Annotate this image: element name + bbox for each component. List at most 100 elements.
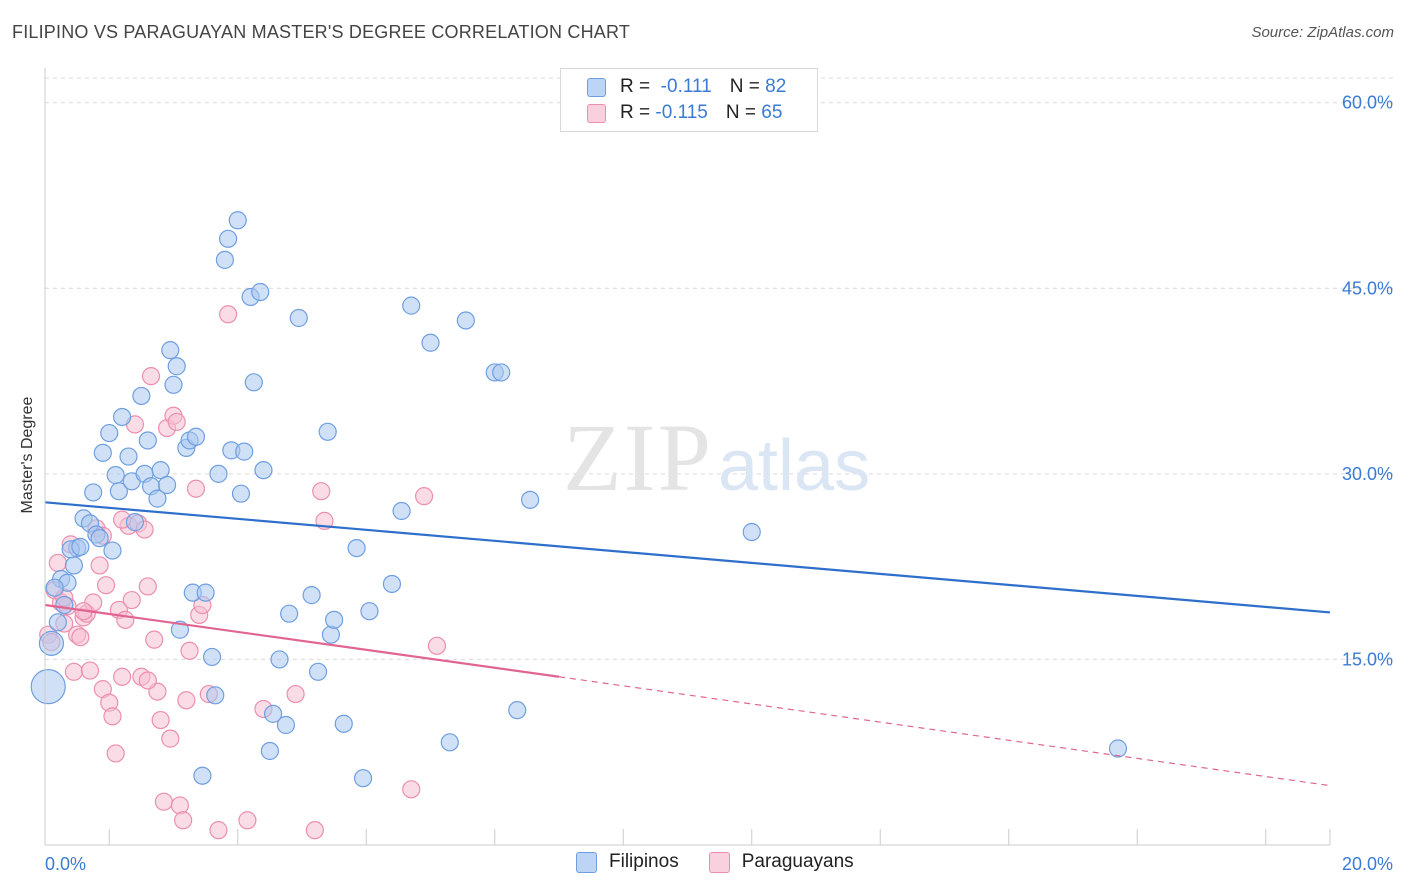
watermark: ZIP atlas (563, 404, 870, 511)
filipino-point (209, 464, 228, 483)
filipino-point (382, 574, 402, 594)
paraguayan-point (209, 821, 228, 840)
filipino-point (132, 386, 151, 406)
filipino-point (157, 475, 177, 495)
legend-item-filipinos[interactable]: Filipinos (576, 851, 679, 873)
filipino-point (276, 715, 296, 735)
paraguayan-point (170, 796, 190, 815)
filipino-point (206, 686, 225, 705)
chart-title: FILIPINO VS PARAGUAYAN MASTER'S DEGREE C… (12, 22, 631, 42)
filipino-point (1108, 739, 1128, 758)
paraguayan-point (64, 662, 84, 681)
filipino-point (318, 422, 337, 441)
paraguayan-point (161, 729, 180, 748)
paraguayan-point (151, 710, 170, 730)
paraguayans-trend-extension (558, 676, 1331, 787)
paraguayan-point (145, 630, 164, 649)
paraguayan-point (154, 792, 173, 811)
filipino-point (289, 308, 308, 328)
legend-n-value: 65 (761, 102, 783, 123)
filipino-point (148, 489, 167, 508)
paraguayan-point (71, 628, 90, 647)
filipino-point (325, 610, 344, 629)
paraguayan-point (90, 556, 109, 575)
paraguayans-points (39, 305, 447, 840)
x-tick-label: 20.0% (1342, 854, 1393, 874)
watermark-zip: ZIP (563, 404, 713, 511)
filipino-point (202, 647, 222, 667)
filipino-point (520, 490, 540, 509)
filipino-point (219, 229, 238, 248)
filipino-point (167, 357, 186, 376)
grid-lines (45, 77, 1395, 660)
filipino-point (125, 513, 145, 532)
filipino-point (334, 714, 353, 733)
filipino-point (492, 363, 511, 382)
paraguayan-point (116, 610, 135, 629)
paraguayan-point (402, 780, 421, 799)
filipino-point (228, 211, 247, 230)
filipino-point (38, 630, 65, 656)
paraguayans-swatch (708, 851, 730, 873)
paraguayan-point (122, 590, 141, 610)
filipino-point (30, 669, 66, 705)
legend-r-value: -0.111 (660, 76, 712, 97)
filipino-point (55, 595, 74, 615)
legend-n-label: N = (729, 76, 760, 97)
filipino-point (45, 578, 64, 597)
filipino-point (353, 769, 373, 788)
filipino-point (119, 447, 138, 466)
filipino-point (402, 296, 421, 315)
paraguayan-point (238, 811, 257, 830)
filipino-point (244, 373, 263, 392)
legend-row-filipinos: R = -0.111 N = 82 (587, 75, 786, 99)
paraguayan-point (186, 479, 206, 498)
paraguayans-trend-line (44, 603, 560, 678)
filipino-point (263, 704, 283, 723)
filipino-point (112, 407, 132, 427)
filipino-point (321, 625, 341, 644)
y-tick-label: 30.0% (1342, 464, 1393, 484)
filipino-point (302, 586, 321, 605)
y-tick-label: 15.0% (1342, 649, 1393, 669)
filipinos-trend-line (44, 501, 1331, 614)
paraguayan-point (138, 577, 157, 596)
paraguayans-label: Paraguayans (741, 851, 854, 872)
filipino-point (48, 613, 67, 632)
filipino-point (93, 443, 112, 462)
legend-n-value: 82 (765, 76, 787, 97)
filipino-point (71, 537, 90, 556)
paraguayan-point (167, 412, 186, 432)
paraguayan-point (141, 367, 161, 386)
legend-swatch-pink (587, 103, 606, 123)
filipino-point (235, 442, 254, 461)
filipino-point (196, 583, 215, 602)
filipino-point (308, 662, 328, 681)
legend-row-paraguayans: R = -0.115 N = 65 (587, 101, 782, 125)
filipino-point (64, 556, 84, 575)
filipino-point (103, 541, 122, 560)
paraguayan-point (138, 671, 157, 690)
filipino-point (392, 501, 411, 521)
y-tick-label: 45.0% (1342, 278, 1393, 298)
x-tick-label: 0.0% (45, 854, 86, 874)
legend-swatch-blue (587, 77, 606, 97)
trend-lines (44, 501, 1331, 787)
watermark-atlas: atlas (718, 426, 870, 506)
filipino-point (109, 482, 128, 501)
filipino-point (360, 602, 379, 621)
filipino-point (100, 423, 119, 443)
filipino-point (231, 484, 251, 503)
filipino-point (164, 375, 183, 394)
paraguayan-point (286, 684, 305, 704)
filipino-point (456, 311, 475, 330)
filipino-point (270, 650, 289, 669)
paraguayan-point (219, 305, 238, 324)
legend-item-paraguayans[interactable]: Paraguayans (708, 851, 854, 873)
filipino-point (421, 333, 440, 352)
filipino-point (251, 282, 270, 302)
axes: 15.0% 30.0% 45.0% 60.0% 0.0% 20.0% (44, 68, 1393, 874)
paraguayan-point (414, 487, 434, 506)
correlation-legend: R = -0.111 N = 82 R = -0.115 N = 65 (560, 68, 818, 132)
